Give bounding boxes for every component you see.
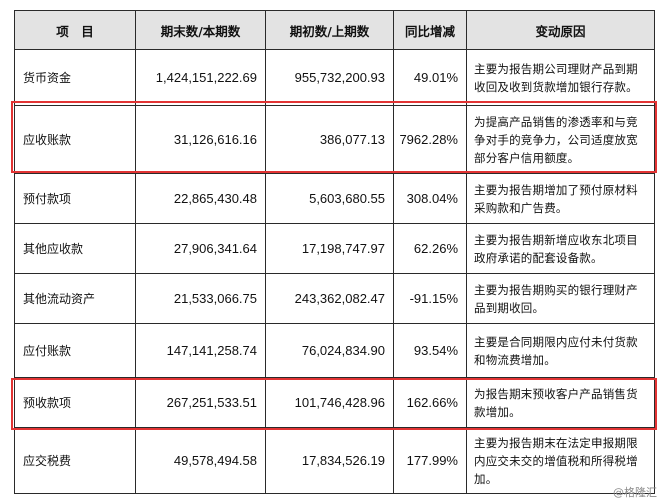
row-begin-value: 955,732,200.93 <box>265 49 394 106</box>
row-item: 预付款项 <box>14 173 136 224</box>
table-row: 应收账款 31,126,616.16 386,077.13 7962.28% 为… <box>14 105 655 174</box>
row-begin-value: 5,603,680.55 <box>265 173 394 224</box>
row-begin-value: 76,024,834.90 <box>265 323 394 378</box>
row-reason: 主要为报告期增加了预付原材料采购款和广告费。 <box>466 173 655 224</box>
row-change: 7962.28% <box>393 105 467 174</box>
row-reason: 主要为报告期末在法定申报期限内应交未交的增值税和所得税增加。 <box>466 427 655 494</box>
header-yoy-change: 同比增减 <box>393 10 467 50</box>
row-item: 预收款项 <box>14 377 136 428</box>
watermark-text: @格隆汇 <box>613 486 657 499</box>
row-change: -91.15% <box>393 273 467 324</box>
row-end-value: 31,126,616.16 <box>135 105 266 174</box>
row-end-value: 21,533,066.75 <box>135 273 266 324</box>
row-change: 62.26% <box>393 223 467 274</box>
row-item: 应付账款 <box>14 323 136 378</box>
row-item: 其他应收款 <box>14 223 136 274</box>
row-end-value: 27,906,341.64 <box>135 223 266 274</box>
row-change: 177.99% <box>393 427 467 494</box>
table-header-row: 项 目 期末数/本期数 期初数/上期数 同比增减 变动原因 <box>14 10 655 50</box>
row-end-value: 147,141,258.74 <box>135 323 266 378</box>
row-end-value: 49,578,494.58 <box>135 427 266 494</box>
row-begin-value: 243,362,082.47 <box>265 273 394 324</box>
table-row: 预收款项 267,251,533.51 101,746,428.96 162.6… <box>14 377 655 428</box>
row-item: 应收账款 <box>14 105 136 174</box>
row-begin-value: 17,834,526.19 <box>265 427 394 494</box>
row-change: 93.54% <box>393 323 467 378</box>
header-begin-period: 期初数/上期数 <box>265 10 394 50</box>
row-item: 货币资金 <box>14 49 136 106</box>
row-begin-value: 101,746,428.96 <box>265 377 394 428</box>
row-reason: 主要是合同期限内应付未付货款和物流费增加。 <box>466 323 655 378</box>
row-reason: 为报告期末预收客户产品销售货款增加。 <box>466 377 655 428</box>
table-row: 应交税费 49,578,494.58 17,834,526.19 177.99%… <box>14 427 655 494</box>
table-row: 其他应收款 27,906,341.64 17,198,747.97 62.26%… <box>14 223 655 274</box>
row-end-value: 1,424,151,222.69 <box>135 49 266 106</box>
financial-changes-table: 项 目 期末数/本期数 期初数/上期数 同比增减 变动原因 货币资金 1,424… <box>14 10 655 494</box>
table-row: 应付账款 147,141,258.74 76,024,834.90 93.54%… <box>14 323 655 378</box>
table-row: 货币资金 1,424,151,222.69 955,732,200.93 49.… <box>14 49 655 106</box>
header-reason: 变动原因 <box>466 10 655 50</box>
table-row: 预付款项 22,865,430.48 5,603,680.55 308.04% … <box>14 173 655 224</box>
row-change: 162.66% <box>393 377 467 428</box>
header-end-period: 期末数/本期数 <box>135 10 266 50</box>
row-item: 其他流动资产 <box>14 273 136 324</box>
table-row: 其他流动资产 21,533,066.75 243,362,082.47 -91.… <box>14 273 655 324</box>
row-change: 308.04% <box>393 173 467 224</box>
header-item: 项 目 <box>14 10 136 50</box>
row-item: 应交税费 <box>14 427 136 494</box>
row-reason: 主要为报告期购买的银行理财产品到期收回。 <box>466 273 655 324</box>
row-end-value: 267,251,533.51 <box>135 377 266 428</box>
row-reason: 主要为报告期新增应收东北项目政府承诺的配套设备款。 <box>466 223 655 274</box>
row-begin-value: 386,077.13 <box>265 105 394 174</box>
row-reason: 主要为报告期公司理财产品到期收回及收到货款增加银行存款。 <box>466 49 655 106</box>
row-change: 49.01% <box>393 49 467 106</box>
row-end-value: 22,865,430.48 <box>135 173 266 224</box>
row-reason: 为提高产品销售的渗透率和与竞争对手的竞争力，公司适度放宽部分客户信用额度。 <box>466 105 655 174</box>
row-begin-value: 17,198,747.97 <box>265 223 394 274</box>
